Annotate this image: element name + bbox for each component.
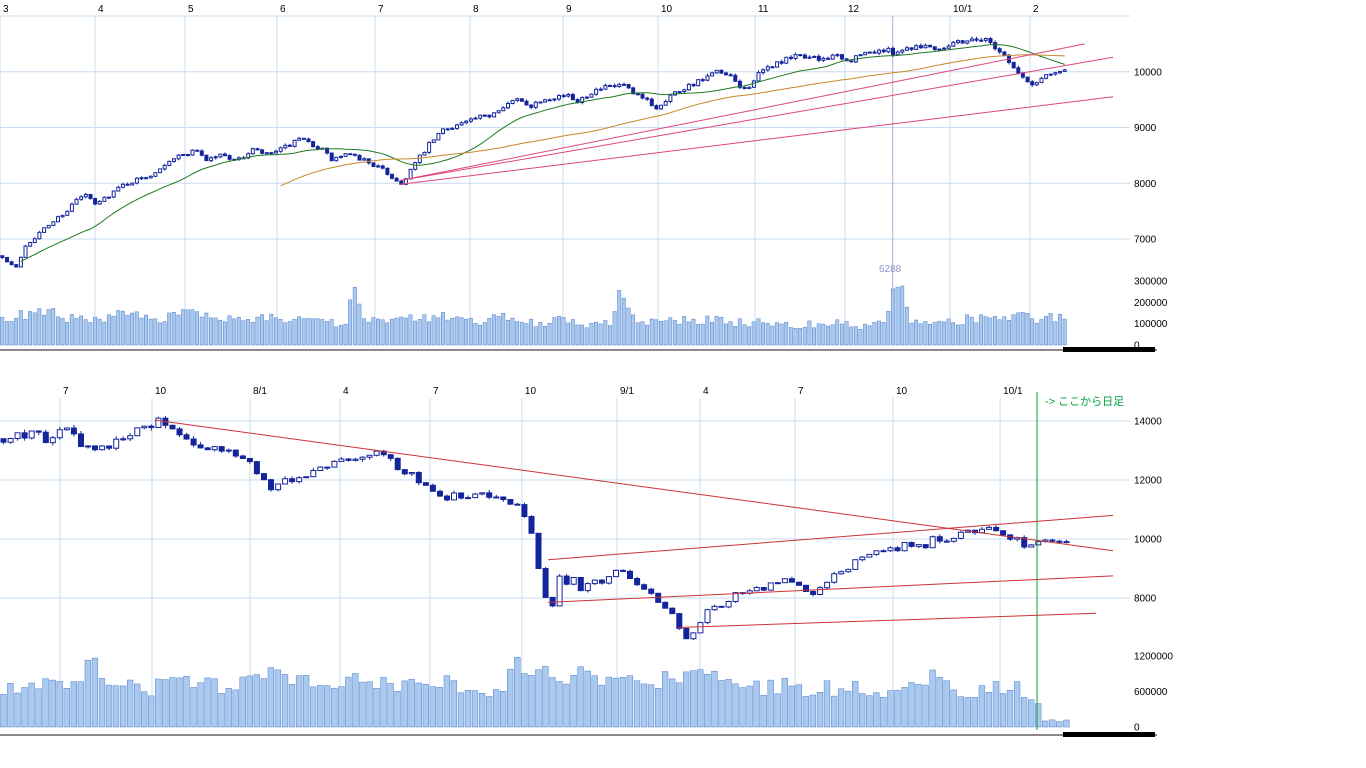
svg-text:7: 7 (433, 386, 439, 397)
svg-text:12: 12 (848, 4, 860, 15)
weekly-chart-canvas[interactable]: 7 10 8/1 4 7 10 9/1 4 7 10 10/1 14000 12000 10000 8000… (0, 378, 1366, 746)
svg-text:8000: 8000 (1134, 594, 1157, 605)
svg-text:10000: 10000 (1134, 535, 1162, 546)
svg-text:7: 7 (798, 386, 804, 397)
svg-text:200000: 200000 (1134, 298, 1168, 309)
svg-text:5: 5 (188, 4, 194, 15)
svg-text:300000: 300000 (1134, 277, 1168, 288)
svg-text:2: 2 (1033, 4, 1039, 15)
svg-text:11: 11 (758, 4, 769, 15)
svg-text:12000: 12000 (1134, 476, 1162, 487)
svg-text:10/1: 10/1 (1003, 386, 1023, 397)
svg-text:9000: 9000 (1134, 123, 1157, 134)
daily-chart-scrollbar-track[interactable] (0, 349, 1157, 351)
svg-text:10: 10 (896, 386, 908, 397)
svg-text:8000: 8000 (1134, 179, 1157, 190)
svg-text:0: 0 (1134, 723, 1140, 734)
svg-text:1200000: 1200000 (1134, 652, 1173, 663)
svg-text:4: 4 (703, 386, 709, 397)
svg-text:7: 7 (63, 386, 69, 397)
svg-text:10/1: 10/1 (953, 4, 973, 15)
svg-text:10: 10 (525, 386, 537, 397)
weekly-chart-scrollbar-track[interactable] (0, 734, 1157, 736)
svg-text:7: 7 (378, 4, 384, 15)
svg-text:9/1: 9/1 (620, 386, 634, 397)
svg-text:8: 8 (473, 4, 479, 15)
svg-text:600000: 600000 (1134, 687, 1168, 698)
svg-text:3: 3 (3, 4, 9, 15)
svg-text:0: 0 (1134, 341, 1140, 352)
svg-text:10: 10 (661, 4, 673, 15)
svg-text:8/1: 8/1 (253, 386, 267, 397)
daily-chart-scrollbar-thumb[interactable] (1063, 347, 1155, 352)
svg-text:7000: 7000 (1134, 235, 1157, 246)
svg-text:100000: 100000 (1134, 319, 1168, 330)
crosshair-value-label: 6288 (879, 264, 902, 275)
svg-text:9: 9 (566, 4, 572, 15)
svg-text:14000: 14000 (1134, 417, 1162, 428)
svg-text:10: 10 (155, 386, 167, 397)
svg-text:6: 6 (280, 4, 286, 15)
weekly-chart-scrollbar-thumb[interactable] (1063, 732, 1155, 737)
daily-timeframe-note: -> ここから日足 (1045, 396, 1125, 408)
svg-text:10000: 10000 (1134, 67, 1162, 78)
daily-chart-canvas[interactable]: 3 4 5 6 7 8 9 10 11 12 10/1 2 10000 9000 8000 7000 30000… (0, 0, 1366, 370)
svg-text:4: 4 (343, 386, 349, 397)
svg-text:4: 4 (98, 4, 104, 15)
